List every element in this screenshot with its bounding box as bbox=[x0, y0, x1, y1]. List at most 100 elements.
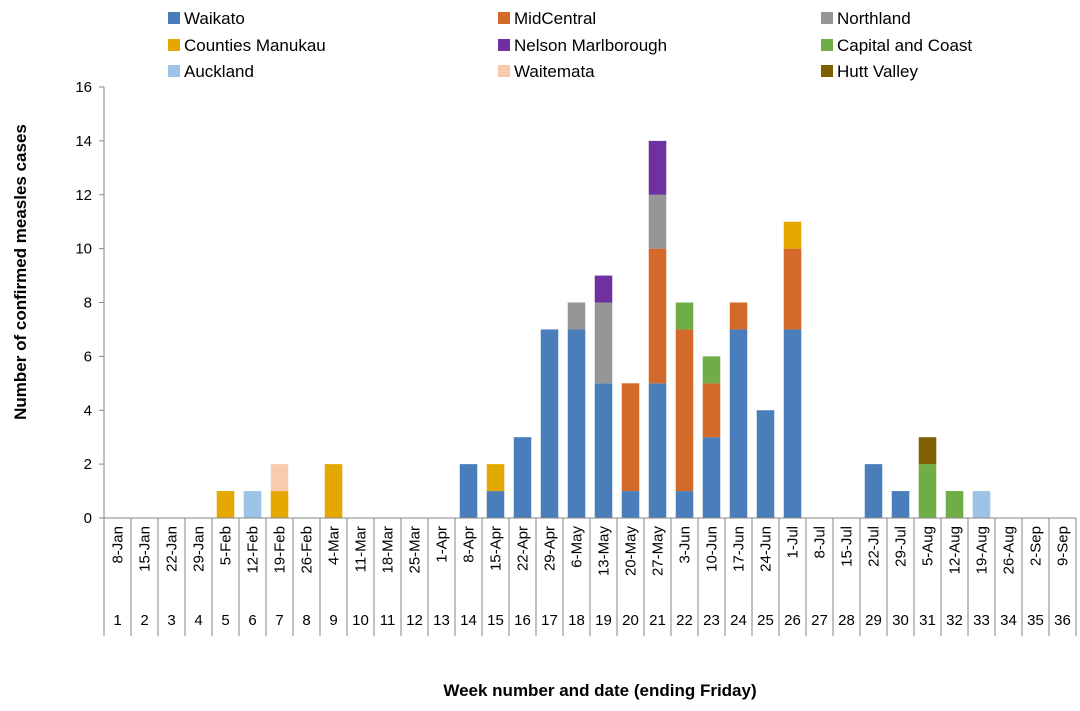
legend-swatch-3 bbox=[168, 39, 180, 51]
x-week-number: 15 bbox=[487, 612, 504, 629]
x-week-number: 30 bbox=[892, 612, 909, 629]
bar-waikato-8-Apr bbox=[459, 464, 478, 519]
bar-waikato-27-May bbox=[648, 383, 667, 518]
x-week-number: 6 bbox=[248, 612, 256, 629]
legend-swatch-7 bbox=[498, 65, 510, 77]
x-week-number: 16 bbox=[514, 612, 531, 629]
bar-waitemata-19-Feb bbox=[270, 464, 289, 492]
legend-swatch-0 bbox=[168, 12, 180, 24]
x-week-number: 22 bbox=[676, 612, 693, 629]
x-date-label: 11-Mar bbox=[353, 526, 370, 572]
bar-waikato-22-Jul bbox=[864, 464, 883, 519]
y-axis: 0 2 4 6 8 10 12 14 16 bbox=[75, 79, 105, 527]
y-tick-label: 4 bbox=[84, 402, 92, 419]
x-week-number: 28 bbox=[838, 612, 855, 629]
bar-auckland-12-Feb bbox=[243, 491, 262, 518]
x-date-label: 1-Jul bbox=[785, 526, 802, 559]
bar-counties-manukau-4-Mar bbox=[324, 464, 343, 519]
x-week-number: 27 bbox=[811, 612, 828, 629]
x-date-label: 8-Jan bbox=[110, 526, 127, 564]
y-axis-title: Number of confirmed measles cases bbox=[11, 124, 30, 420]
x-week-number: 21 bbox=[649, 612, 666, 629]
bar-waikato-1-Jul bbox=[783, 329, 802, 518]
x-week-number: 8 bbox=[302, 612, 310, 629]
x-date-label: 15-Jan bbox=[137, 526, 154, 572]
bar-counties-manukau-1-Jul bbox=[783, 221, 802, 249]
legend: Waikato MidCentral Northland Counties Manuk… bbox=[168, 9, 972, 81]
legend-label-0: Waikato bbox=[184, 9, 245, 28]
x-week-number: 34 bbox=[1000, 612, 1017, 629]
x-axis-title: Week number and date (ending Friday) bbox=[443, 681, 756, 700]
x-date-label: 20-May bbox=[623, 526, 640, 577]
bar-nelson-marlborough-13-May bbox=[594, 275, 613, 303]
bar-capital-and-coast-12-Aug bbox=[945, 491, 964, 518]
legend-swatch-6 bbox=[168, 65, 180, 77]
x-date-label: 5-Feb bbox=[218, 526, 235, 565]
x-week-number: 4 bbox=[194, 612, 202, 629]
x-date-label: 15-Jul bbox=[839, 526, 856, 567]
x-date-label: 19-Aug bbox=[974, 526, 991, 574]
bar-counties-manukau-19-Feb bbox=[270, 491, 289, 518]
legend-label-6: Auckland bbox=[184, 62, 254, 81]
x-date-label: 22-Jan bbox=[164, 526, 181, 572]
x-week-number: 31 bbox=[919, 612, 936, 629]
x-week-number: 18 bbox=[568, 612, 585, 629]
y-tick-label: 16 bbox=[75, 79, 92, 96]
x-date-label: 29-Apr bbox=[542, 526, 559, 571]
bar-waikato-29-Jul bbox=[891, 491, 910, 518]
bar-capital-and-coast-5-Aug bbox=[918, 464, 937, 519]
x-date-label: 26-Feb bbox=[299, 526, 316, 574]
legend-swatch-4 bbox=[498, 39, 510, 51]
x-week-number: 20 bbox=[622, 612, 639, 629]
legend-label-7: Waitemata bbox=[514, 62, 595, 81]
bar-waikato-17-Jun bbox=[729, 329, 748, 518]
bar-waikato-3-Jun bbox=[675, 491, 694, 518]
bar-nelson-marlborough-27-May bbox=[648, 140, 667, 195]
x-date-label: 29-Jul bbox=[893, 526, 910, 567]
x-axis: 8-Jan 1 15-Jan 2 22-Jan 3 29-Jan 4 5-Feb 5 12-Feb 6… bbox=[103, 517, 1077, 636]
bar-midcentral-10-Jun bbox=[702, 383, 721, 438]
x-week-number: 35 bbox=[1027, 612, 1044, 629]
bar-midcentral-3-Jun bbox=[675, 329, 694, 492]
legend-swatch-2 bbox=[821, 12, 833, 24]
bar-capital-and-coast-10-Jun bbox=[702, 356, 721, 384]
x-week-number: 26 bbox=[784, 612, 801, 629]
x-week-number: 25 bbox=[757, 612, 774, 629]
y-tick-label: 0 bbox=[84, 510, 92, 527]
x-date-label: 12-Aug bbox=[947, 526, 964, 574]
x-week-number: 10 bbox=[352, 612, 369, 629]
x-week-number: 12 bbox=[406, 612, 423, 629]
x-week-number: 17 bbox=[541, 612, 558, 629]
x-date-label: 2-Sep bbox=[1028, 526, 1045, 566]
x-week-number: 23 bbox=[703, 612, 720, 629]
bar-counties-manukau-15-Apr bbox=[486, 464, 505, 492]
x-date-label: 22-Jul bbox=[866, 526, 883, 567]
x-date-label: 27-May bbox=[650, 526, 667, 577]
x-week-number: 29 bbox=[865, 612, 882, 629]
x-date-label: 26-Aug bbox=[1001, 526, 1018, 574]
legend-label-5: Capital and Coast bbox=[837, 36, 972, 55]
x-date-label: 18-Mar bbox=[380, 526, 397, 574]
x-date-label: 3-Jun bbox=[677, 526, 694, 564]
x-week-number: 33 bbox=[973, 612, 990, 629]
x-date-label: 29-Jan bbox=[191, 526, 208, 572]
y-tick-label: 10 bbox=[75, 241, 92, 258]
legend-swatch-8 bbox=[821, 65, 833, 77]
y-tick-label: 6 bbox=[84, 348, 92, 365]
bar-midcentral-27-May bbox=[648, 248, 667, 384]
x-date-label: 8-Jul bbox=[812, 526, 829, 559]
x-week-number: 13 bbox=[433, 612, 450, 629]
bar-northland-27-May bbox=[648, 194, 667, 249]
bar-capital-and-coast-3-Jun bbox=[675, 302, 694, 330]
x-week-number: 32 bbox=[946, 612, 963, 629]
x-date-label: 4-Mar bbox=[326, 526, 343, 565]
x-date-label: 17-Jun bbox=[731, 526, 748, 572]
bar-midcentral-1-Jul bbox=[783, 248, 802, 330]
bar-auckland-19-Aug bbox=[972, 491, 991, 518]
x-week-number: 36 bbox=[1054, 612, 1071, 629]
bar-waikato-6-May bbox=[567, 329, 586, 518]
x-week-number: 1 bbox=[113, 612, 121, 629]
x-date-label: 5-Aug bbox=[920, 526, 937, 566]
x-week-number: 7 bbox=[275, 612, 283, 629]
x-date-label: 9-Sep bbox=[1055, 526, 1072, 566]
